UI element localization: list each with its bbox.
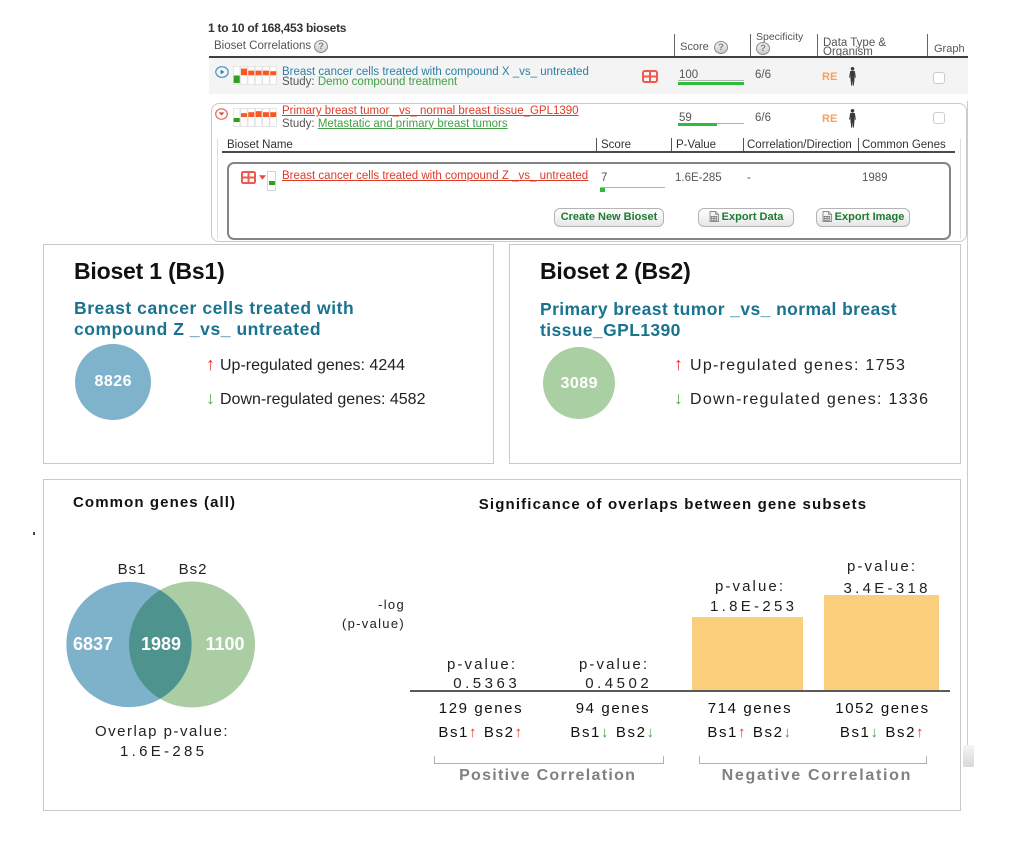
svg-text:6837: 6837: [73, 634, 113, 654]
svg-text:1100: 1100: [205, 634, 244, 654]
svg-text:1989: 1989: [141, 634, 181, 654]
